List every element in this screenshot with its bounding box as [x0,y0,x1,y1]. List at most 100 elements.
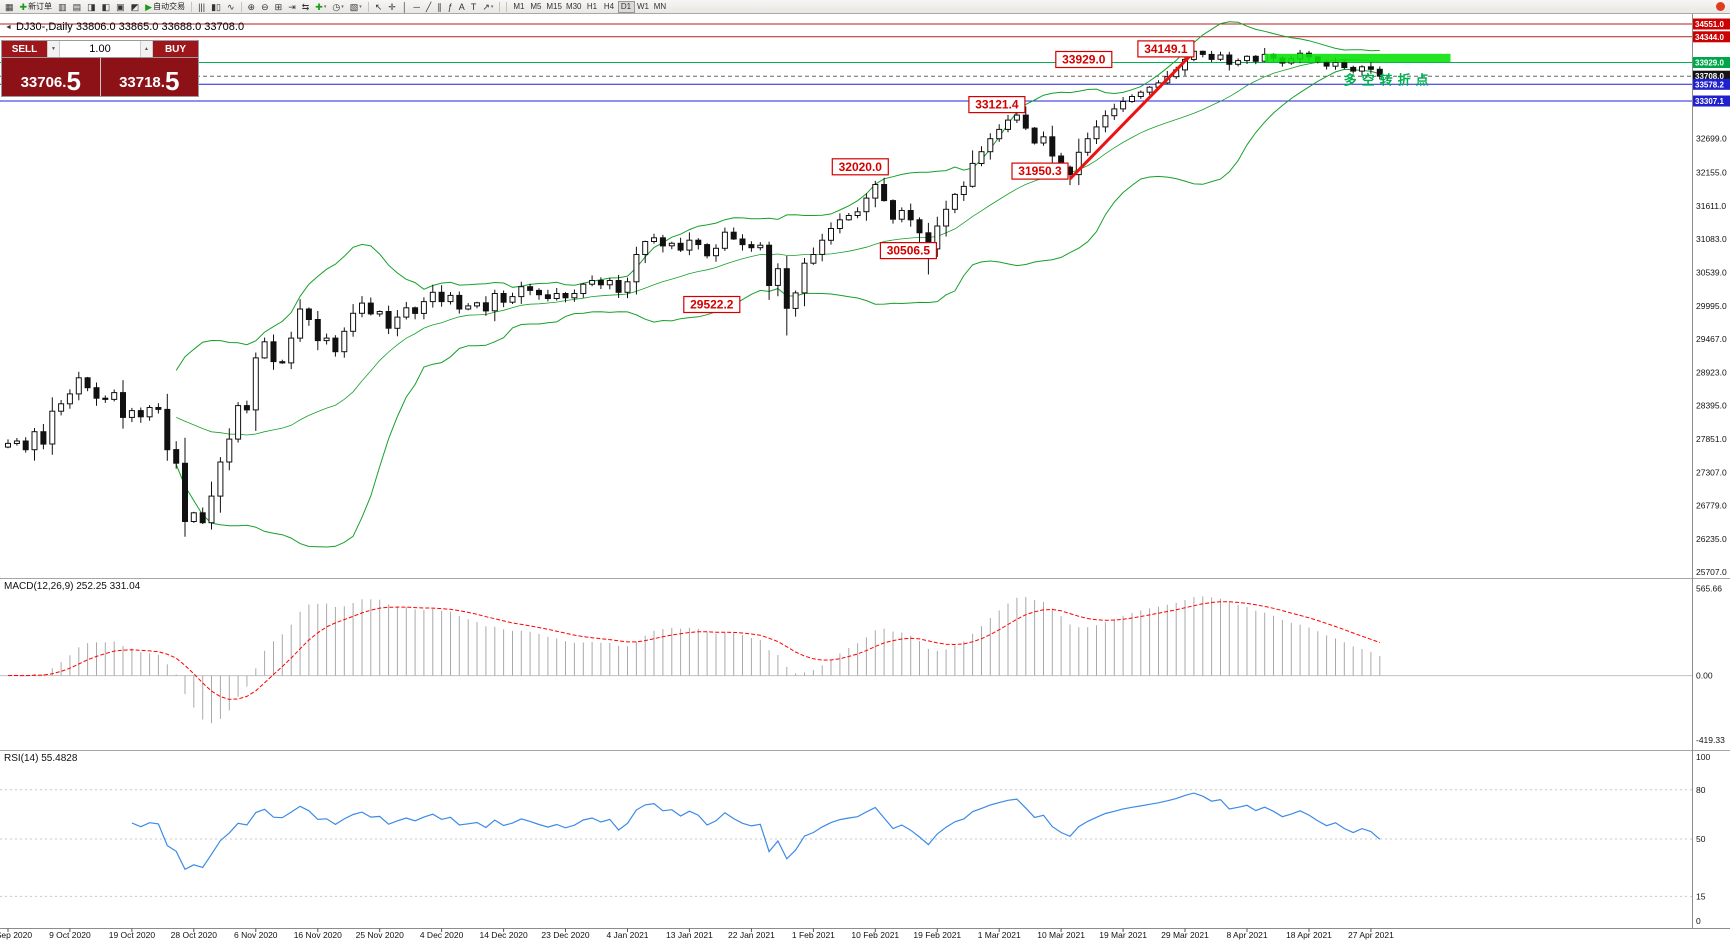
svg-text:-419.33: -419.33 [1696,735,1725,745]
text-label-icon: T [470,1,477,12]
axis-price-label: 34551.0 [1693,18,1730,30]
one-click-collapse-icon[interactable]: ◄ [5,23,12,31]
new-order-button[interactable]: ✚ 新订单 [17,1,56,13]
trendline-object[interactable] [1068,50,1195,180]
sell-button[interactable]: SELL [2,41,47,57]
indicators-icon: ✚ [315,1,323,12]
market-watch-button[interactable]: ▤ [70,1,85,13]
svg-text:28923.0: 28923.0 [1696,368,1727,378]
main-toolbar: ▦ ✚ 新订单 ▥ ▤ ◨ ◧ ▣ ◩ ▶ 自动交易 ||| ▮▯ ∿ ⊕ ⊖ ⊞ ⇥ ⇆ ✚ ▾ ◷ ▾ ▧ ▾ ↖ ✛ │ ─ ╱ ∥ ƒ… [0,0,1730,14]
equidistant-channel-button[interactable]: ∥ [434,1,445,13]
trendline-button[interactable]: ╱ [423,1,434,13]
svg-text:29467.0: 29467.0 [1696,334,1727,344]
auto-trading-label: 自动交易 [153,2,186,11]
price-axis[interactable]: 32699.0 32155.0 31611.0 31083.0 30539.0 29995… [1693,18,1730,577]
svg-text:33307.1: 33307.1 [1695,97,1724,106]
bar-chart-button[interactable]: ||| [195,1,208,13]
symbol-ohlc-line: ◄ DJ30-,Daily 33806.0 33865.0 33688.0 33… [5,21,244,33]
trendline-icon: ╱ [425,1,432,12]
svg-text:6 Nov 2020: 6 Nov 2020 [234,930,278,940]
chart-canvas[interactable]: 34149.1 33929.0 33121.4 32020.0 31950.3 30506… [0,14,1730,940]
profiles-button[interactable]: ▥ [55,1,70,13]
buy-button[interactable]: BUY [153,41,198,57]
cursor-button[interactable]: ↖ [372,1,386,13]
svg-text:565.66: 565.66 [1696,583,1722,593]
price-annotation[interactable]: 31950.3 [1011,162,1069,180]
timeframe-m1-button[interactable]: M1 [510,1,527,13]
periods-button[interactable]: ◷ ▾ [329,1,346,13]
candlestick-chart-button[interactable]: ▮▯ [208,1,224,13]
text-button[interactable]: A [456,1,468,13]
line-chart-button[interactable]: ∿ [224,1,238,13]
periods-icon: ◷ [332,1,341,12]
navigator-button[interactable]: ◧ [99,1,114,13]
svg-text:25 Nov 2020: 25 Nov 2020 [356,930,404,940]
templates-button[interactable]: ▧ ▾ [347,1,365,13]
buy-price-frac: 5 [164,66,180,96]
timeframe-mn-button[interactable]: MN [652,1,669,13]
data-window-button[interactable]: ◨ [84,1,99,13]
svg-text:19 Feb 2021: 19 Feb 2021 [913,930,961,940]
price-annotation[interactable]: 33929.0 [1055,50,1113,69]
price-annotation[interactable]: 32020.0 [831,158,889,176]
svg-text:34149.1: 34149.1 [1144,42,1188,56]
turning-point-label[interactable]: 多空转折点 [1344,72,1434,87]
svg-text:25707.0: 25707.0 [1696,567,1727,577]
svg-text:33929.0: 33929.0 [1062,53,1106,67]
timeframe-h1-button[interactable]: H1 [584,1,601,13]
horizontal-price-lines[interactable] [0,23,1692,102]
toolbar-separator [506,1,508,12]
tile-windows-button[interactable]: ⊞ [272,1,286,13]
sell-price-display[interactable]: 33706. 5 [2,58,101,96]
terminal-button[interactable]: ▣ [113,1,128,13]
svg-text:29 Mar 2021: 29 Mar 2021 [1161,930,1209,940]
time-axis[interactable]: 30 Sep 2020 9 Oct 2020 19 Oct 2020 28 Oct 2… [0,928,1394,940]
axis-price-label: 33307.1 [1693,95,1730,107]
auto-scroll-button[interactable]: ⇥ [285,1,299,13]
crosshair-button[interactable]: ✛ [385,1,399,13]
svg-text:34551.0: 34551.0 [1695,20,1724,29]
svg-text:16 Nov 2020: 16 Nov 2020 [294,930,342,940]
zoom-out-button[interactable]: ⊖ [258,1,272,13]
axis-price-label: 33929.0 [1693,57,1730,68]
vertical-line-button[interactable]: │ [399,1,411,13]
svg-text:28395.0: 28395.0 [1696,400,1727,410]
auto-trading-button[interactable]: ▶ 自动交易 [142,1,188,13]
highlight-rectangle-object[interactable] [1264,53,1451,63]
svg-text:9 Oct 2020: 9 Oct 2020 [49,930,91,940]
volume-increase-button[interactable]: ▲ [140,41,153,57]
volume-input[interactable] [60,41,140,57]
line-chart-icon: ∿ [227,1,235,12]
timeframe-d1-button[interactable]: D1 [617,0,635,13]
arrows-button[interactable]: ↗ ▾ [479,1,496,13]
price-annotation[interactable]: 33121.4 [968,95,1026,114]
horizontal-line-button[interactable]: ─ [410,1,422,13]
vertical-line-icon: │ [401,1,408,12]
svg-text:27 Apr 2021: 27 Apr 2021 [1348,930,1394,940]
price-annotation[interactable]: 30506.5 [879,242,938,260]
buy-price-display[interactable]: 33718. 5 [100,58,198,96]
price-annotation[interactable]: 34149.1 [1137,40,1195,58]
zoom-in-button[interactable]: ⊕ [245,1,259,13]
chart-shift-button[interactable]: ⇆ [299,1,313,13]
svg-text:50: 50 [1696,834,1706,844]
timeframe-h4-button[interactable]: H4 [601,1,618,13]
fibonacci-button[interactable]: ƒ [445,1,456,13]
timeframe-m5-button[interactable]: M5 [527,1,544,13]
text-label-button[interactable]: T [468,1,480,13]
new-chart-button[interactable]: ▦ [2,1,17,13]
svg-text:15: 15 [1696,891,1706,901]
one-click-trading-panel: SELL ▼ ▲ BUY 33706.5 33718.5 [1,40,199,97]
timeframe-w1-button[interactable]: W1 [635,1,652,13]
svg-text:10 Feb 2021: 10 Feb 2021 [851,930,899,940]
timeframe-m30-button[interactable]: M30 [565,2,582,11]
svg-text:26235.0: 26235.0 [1696,534,1727,544]
volume-decrease-button[interactable]: ▼ [47,41,60,57]
community-icon[interactable] [1716,2,1725,11]
price-annotation[interactable]: 29522.2 [683,295,741,314]
market-watch-icon: ▤ [72,1,82,12]
strategy-tester-button[interactable]: ◩ [128,1,143,13]
indicators-button[interactable]: ✚ ▾ [312,1,329,13]
timeframe-m15-button[interactable]: M15 [546,2,562,11]
